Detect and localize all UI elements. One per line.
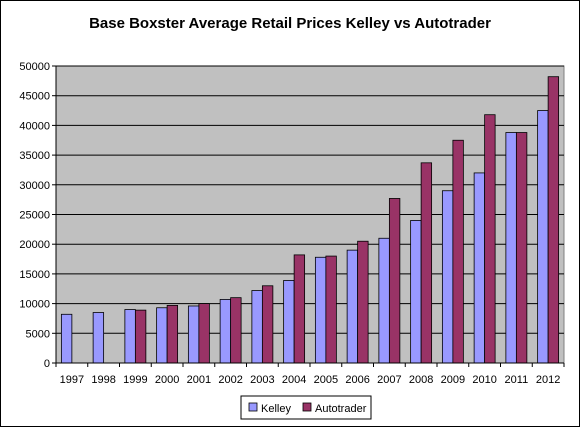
bar-kelley-2009 <box>441 190 454 364</box>
bar-autotrader-2006 <box>357 240 369 364</box>
x-tick-label: 2010 <box>472 374 496 386</box>
legend-swatch-kelley <box>248 402 258 412</box>
bar-kelley-2005 <box>314 256 327 364</box>
bar-kelley-1999 <box>124 309 136 364</box>
bar-autotrader-2009 <box>452 139 464 364</box>
bar-autotrader-2002 <box>230 297 242 364</box>
y-tick-label: 10000 <box>19 299 50 311</box>
x-tick-label: 2006 <box>345 374 369 386</box>
bar-autotrader-2007 <box>388 198 401 364</box>
x-tick-label: 2012 <box>536 374 560 386</box>
y-tick-label: 20000 <box>19 239 50 251</box>
x-tick-label: 2007 <box>377 374 401 386</box>
bar-autotrader-2004 <box>293 254 306 364</box>
bar-kelley-2006 <box>346 249 359 364</box>
y-tick-label: 35000 <box>19 150 50 162</box>
x-tick-label: 2009 <box>441 374 465 386</box>
x-tick-label: 2003 <box>250 374 274 386</box>
x-tick-label: 2002 <box>218 374 242 386</box>
bar-autotrader-2005 <box>325 255 337 364</box>
y-tick-label: 5000 <box>26 328 50 340</box>
y-tick-label: 45000 <box>19 91 50 103</box>
x-tick-label: 2008 <box>409 374 433 386</box>
bar-kelley-2010 <box>473 172 486 364</box>
bar-autotrader-2000 <box>166 304 179 364</box>
y-tick-labels: 0 5000 10000 15000 20000 25000 30000 35000 40000… <box>19 61 50 370</box>
axes <box>52 65 565 367</box>
x-tick-label: 1997 <box>60 374 84 386</box>
x-tick-label: 2011 <box>505 374 529 386</box>
bar-kelley-1997 <box>60 313 73 364</box>
bars <box>60 76 560 364</box>
bar-kelley-2003 <box>251 290 263 364</box>
y-tick-label: 30000 <box>19 180 50 192</box>
legend-label-kelley: Kelley <box>261 403 291 415</box>
x-tick-label: 2004 <box>282 374 306 386</box>
bar-autotrader-2003 <box>261 285 274 364</box>
x-tick-label: 2001 <box>187 374 211 386</box>
bar-autotrader-2011 <box>515 132 528 364</box>
chart-title: Base Boxster Average Retail Prices Kelle… <box>89 15 491 32</box>
x-tick-label: 1998 <box>91 374 115 386</box>
x-tick-label: 2005 <box>314 374 338 386</box>
x-tick-label: 1999 <box>123 374 147 386</box>
bar-kelley-2012 <box>537 110 549 364</box>
bar-autotrader-2010 <box>484 114 496 364</box>
bar-autotrader-2001 <box>198 303 210 364</box>
bar-kelley-2000 <box>156 307 168 364</box>
x-tick-labels: 1997 1998 1999 2000 2001 2002 2003 2004 2005 2006… <box>60 374 561 386</box>
legend: Kelley Autotrader <box>240 395 372 420</box>
legend-swatch-autotrader <box>302 402 312 412</box>
y-tick-label: 15000 <box>19 269 50 281</box>
y-tick-label: 0 <box>44 358 50 370</box>
legend-label-autotrader: Autotrader <box>315 403 367 415</box>
bar-autotrader-1999 <box>134 309 147 364</box>
bar-kelley-2011 <box>505 132 517 364</box>
x-tick-label: 2000 <box>155 374 179 386</box>
bar-kelley-2002 <box>219 299 232 364</box>
bar-autotrader-2012 <box>547 76 560 364</box>
bar-kelley-2008 <box>410 220 422 364</box>
y-tick-label: 25000 <box>19 210 50 222</box>
y-tick-label: 50000 <box>19 61 50 73</box>
bar-kelley-1998 <box>92 312 105 364</box>
bar-kelley-2004 <box>283 280 295 364</box>
bar-kelley-2001 <box>187 305 200 364</box>
bar-autotrader-2008 <box>420 162 433 364</box>
bar-kelley-2007 <box>378 237 390 364</box>
y-tick-label: 40000 <box>19 120 50 132</box>
